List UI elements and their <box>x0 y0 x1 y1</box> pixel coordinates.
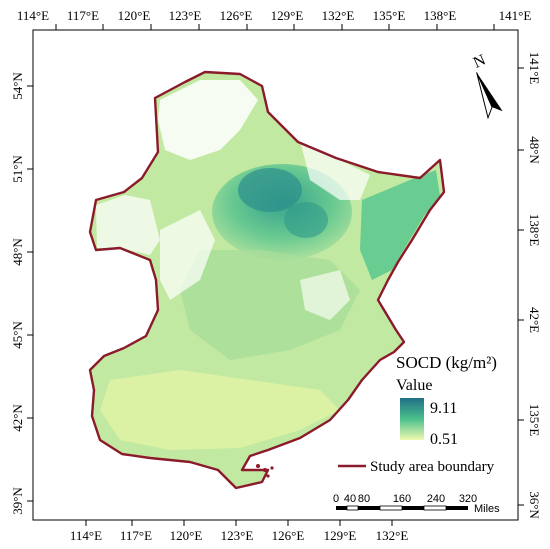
study-area-boundary <box>88 70 446 490</box>
lon-label-bottom: 132°E <box>376 528 409 543</box>
legend-max-value: 9.11 <box>430 400 457 417</box>
north-arrow <box>476 72 503 120</box>
lat-label-left: 45°N <box>10 321 25 349</box>
lon-label-top: 129°E <box>271 8 304 23</box>
edge-label-right: 138°E <box>527 214 542 247</box>
edge-label-right: 141°E <box>527 52 542 85</box>
west-white-zone <box>96 195 160 255</box>
scale-label: 80 <box>358 493 370 505</box>
legend-boundary-label: Study area boundary <box>370 459 495 475</box>
lon-label-bottom: 126°E <box>272 528 305 543</box>
coastal-islands <box>256 464 274 478</box>
scale-bar-segment <box>446 506 468 510</box>
lon-label-top: 120°E <box>118 8 151 23</box>
high-value-core <box>284 202 328 238</box>
lon-label-bottom: 117°E <box>120 528 152 543</box>
center-white-zone <box>300 270 350 320</box>
bottom-longitude-labels: 114°E 117°E 120°E 123°E 126°E 129°E 132°… <box>70 528 408 543</box>
scale-bar-segment <box>358 506 380 510</box>
lon-label-bottom: 120°E <box>170 528 203 543</box>
legend-color-ramp <box>400 398 424 440</box>
east-forest-zone <box>360 170 440 280</box>
edge-label-right: 135°E <box>527 404 542 437</box>
high-value-core <box>238 168 302 212</box>
north-arrow-icon-half <box>476 72 493 120</box>
lon-label-top: 117°E <box>67 8 99 23</box>
lat-label-left: 51°N <box>10 155 25 183</box>
lon-label-top: 126°E <box>220 8 253 23</box>
map-neatline <box>32 29 519 521</box>
north-arrow-label: N <box>471 51 489 71</box>
west-mid-white-zone <box>160 210 215 300</box>
scale-bar-segment <box>346 505 359 511</box>
scale-unit: Miles <box>474 503 500 515</box>
north-arrow-icon <box>476 72 503 112</box>
scale-bar-segment <box>402 506 424 510</box>
edge-label-right: 36°N <box>527 491 542 519</box>
scale-bar-segment <box>379 505 403 511</box>
scale-bar-segment <box>336 506 347 510</box>
scale-bar-segment <box>423 505 447 511</box>
scale-label: 0 <box>333 493 339 505</box>
tick-marks <box>27 24 524 526</box>
edge-label-right: 48°N <box>527 136 542 164</box>
edge-label-right: 42°E <box>527 307 542 333</box>
lon-label-bottom: 129°E <box>324 528 357 543</box>
legend-min-value: 0.51 <box>430 431 458 448</box>
top-longitude-labels: 114°E 117°E 120°E 123°E 126°E 129°E 132°… <box>17 8 531 23</box>
south-low-zone <box>100 370 340 450</box>
legend: SOCD (kg/m²) Value 9.11 0.51 Study area … <box>338 353 497 475</box>
lon-label-top: 114°E <box>17 8 49 23</box>
legend-title: SOCD (kg/m²) <box>396 353 497 372</box>
scale-label: 240 <box>427 493 445 505</box>
lat-label-left: 42°N <box>10 404 25 432</box>
lon-label-top: 135°E <box>373 8 406 23</box>
socd-value-zones <box>96 80 440 450</box>
legend-value-label: Value <box>396 377 432 394</box>
scale-label: 320 <box>459 493 477 505</box>
lat-label-left: 54°N <box>10 72 25 100</box>
lon-label-top: 141°E <box>499 8 532 23</box>
northeast-white-zone <box>300 140 370 200</box>
lon-label-bottom: 123°E <box>221 528 254 543</box>
lat-label-left: 39°N <box>10 487 25 515</box>
lon-label-top: 132°E <box>322 8 355 23</box>
lon-label-top: 138°E <box>424 8 457 23</box>
scale-label: 160 <box>393 493 411 505</box>
lon-label-top: 123°E <box>169 8 202 23</box>
scale-label: 40 <box>344 493 356 505</box>
right-edge-labels: 141°E 48°N 138°E 42°E 135°E 36°N <box>527 52 542 520</box>
northwest-white-zone <box>158 80 258 160</box>
left-latitude-labels: 54°N 51°N 48°N 45°N 42°N 39°N <box>10 72 25 515</box>
lon-label-bottom: 114°E <box>70 528 102 543</box>
lat-label-left: 48°N <box>10 238 25 266</box>
scale-bar: 0 40 80 160 240 320 Miles <box>333 493 500 515</box>
